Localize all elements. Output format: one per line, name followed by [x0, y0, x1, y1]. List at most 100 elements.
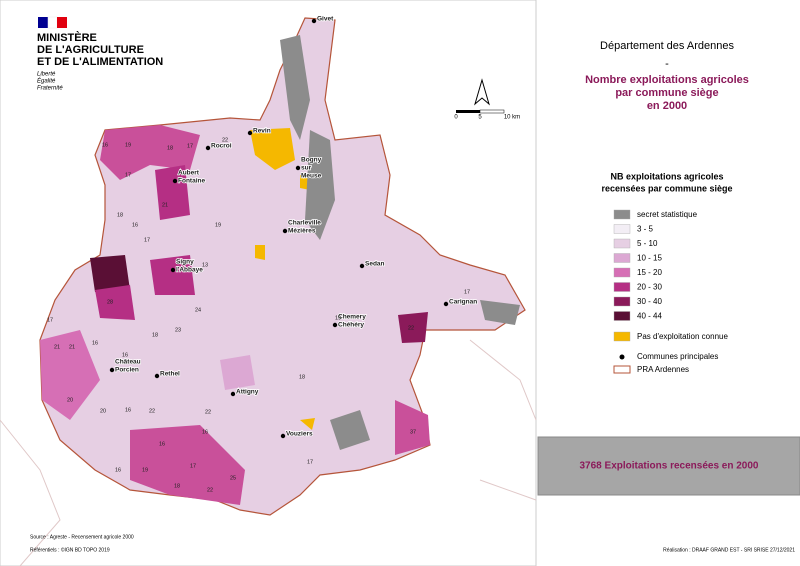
- city-point: [230, 391, 236, 397]
- zone: [300, 418, 315, 430]
- legend-swatch: [613, 253, 631, 263]
- commune-value: 37: [410, 429, 416, 435]
- flag: [57, 17, 67, 28]
- legend-swatch: [613, 238, 631, 249]
- legend-swatch: [613, 224, 631, 234]
- legend-swatch: [613, 209, 631, 220]
- logo-text: ET DE L'ALIMENTATION: [37, 56, 163, 68]
- legend-swatch: [613, 282, 631, 292]
- commune-value: 22: [207, 487, 213, 493]
- zone: [155, 165, 190, 220]
- commune-value: 25: [230, 475, 236, 481]
- motto: Liberté: [37, 72, 56, 78]
- zone: [90, 255, 130, 292]
- city-label: Rocroi: [211, 143, 232, 150]
- referentiels: Référentiels : ©IGN BD TOPO 2019: [30, 546, 110, 553]
- commune-value: 16: [122, 352, 128, 358]
- city-point: [109, 367, 115, 373]
- city-label: Carignan: [449, 299, 477, 306]
- city-label: Attigny: [236, 389, 259, 396]
- legend-label: 20 - 30: [637, 283, 662, 292]
- commune-value: 20: [100, 408, 106, 414]
- city-point: [443, 301, 449, 307]
- legend: secret statistique 3 - 5 5 - 10 10 - 15 15 -…: [613, 209, 728, 342]
- city-label: Vouziers: [286, 431, 313, 438]
- city-label: Signy: [176, 259, 194, 266]
- commune-value: 16: [125, 407, 131, 413]
- commune-value: 16: [92, 340, 98, 346]
- commune-value: 16: [115, 467, 121, 473]
- legend-label: 15 - 20: [637, 268, 662, 277]
- legend-label: 5 - 10: [637, 239, 658, 248]
- title-separator: -: [665, 58, 669, 70]
- credit: Réalisation : DRAAF GRAND EST - SRI SRIS…: [663, 547, 795, 553]
- commune-value: 21: [54, 344, 60, 350]
- legend-title: NB exploitations agricoles: [610, 171, 723, 181]
- legend-swatch: [613, 267, 631, 278]
- scale-label: 5: [478, 115, 482, 121]
- flag: [47, 16, 58, 29]
- zone: [255, 245, 265, 260]
- map: [0, 17, 537, 566]
- city-point: [154, 373, 160, 379]
- zone: [220, 355, 255, 390]
- logo: MINISTÈRE DE L'AGRICULTURE ET DE L'ALIME…: [37, 16, 163, 92]
- city-point: [170, 267, 176, 273]
- city-label: sur: [301, 165, 312, 172]
- zone: [330, 410, 370, 450]
- commune-value: 16: [202, 429, 208, 435]
- commune-value: 18: [117, 212, 123, 218]
- subtitle: par commune siège: [615, 87, 718, 99]
- total: 3768 Exploitations recensées en 2000: [580, 461, 759, 472]
- zone: [95, 285, 135, 320]
- legend-label: Communes principales: [637, 352, 718, 361]
- commune-value: 17: [307, 459, 313, 465]
- commune-value: 17: [464, 289, 470, 295]
- legend-label: secret statistique: [637, 210, 698, 219]
- zone: [398, 312, 428, 343]
- zone: [480, 300, 520, 325]
- city-label: Chéhéry: [338, 322, 364, 329]
- north-arrow-shape: [474, 78, 490, 106]
- city-point: [311, 18, 317, 24]
- zone: [150, 255, 195, 295]
- commune-value: 22: [408, 325, 414, 331]
- legend-pra: [613, 365, 631, 374]
- total-box: [537, 436, 800, 496]
- subtitle: en 2000: [647, 100, 687, 112]
- subtitle: Nombre exploitations agricoles: [585, 74, 749, 86]
- commune-value: 22: [222, 137, 228, 143]
- motto: Égalité: [37, 78, 56, 85]
- city-label: Fontaine: [178, 178, 205, 185]
- commune-value: 21: [69, 344, 75, 350]
- commune-value: 21: [162, 202, 168, 208]
- commune-value: 16: [159, 441, 165, 447]
- commune-value: 22: [205, 409, 211, 415]
- commune-values: 16 19 18 17 22 17 18 21 16 17 19 28 13 17 23 24 18 16 21 21…: [47, 137, 470, 493]
- legend-label: 30 - 40: [637, 297, 662, 306]
- commune-value: 19: [125, 142, 131, 148]
- commune-value: 18: [299, 374, 305, 380]
- border-lines: [0, 339, 537, 566]
- city-label: Chemery: [338, 314, 366, 321]
- city-label: Sedan: [365, 261, 385, 268]
- commune-value: 17: [187, 143, 193, 149]
- city-label: Château: [115, 359, 141, 366]
- scale-label: 0: [454, 115, 458, 121]
- city-label: Mézières: [288, 228, 316, 235]
- commune-value: 16: [132, 222, 138, 228]
- commune-value: 28: [107, 299, 113, 305]
- commune-value: 18: [152, 332, 158, 338]
- commune-value: 23: [175, 327, 181, 333]
- legend-label: 3 - 5: [637, 225, 654, 234]
- city-label: Charleville: [288, 220, 321, 227]
- zone: [40, 330, 100, 420]
- commune-value: 17: [125, 172, 131, 178]
- zone: [395, 400, 430, 455]
- legend-swatch: [613, 296, 631, 307]
- logo-text: MINISTÈRE: [37, 31, 97, 44]
- city-point: [282, 228, 288, 234]
- city-label: l'Abbaye: [176, 267, 203, 274]
